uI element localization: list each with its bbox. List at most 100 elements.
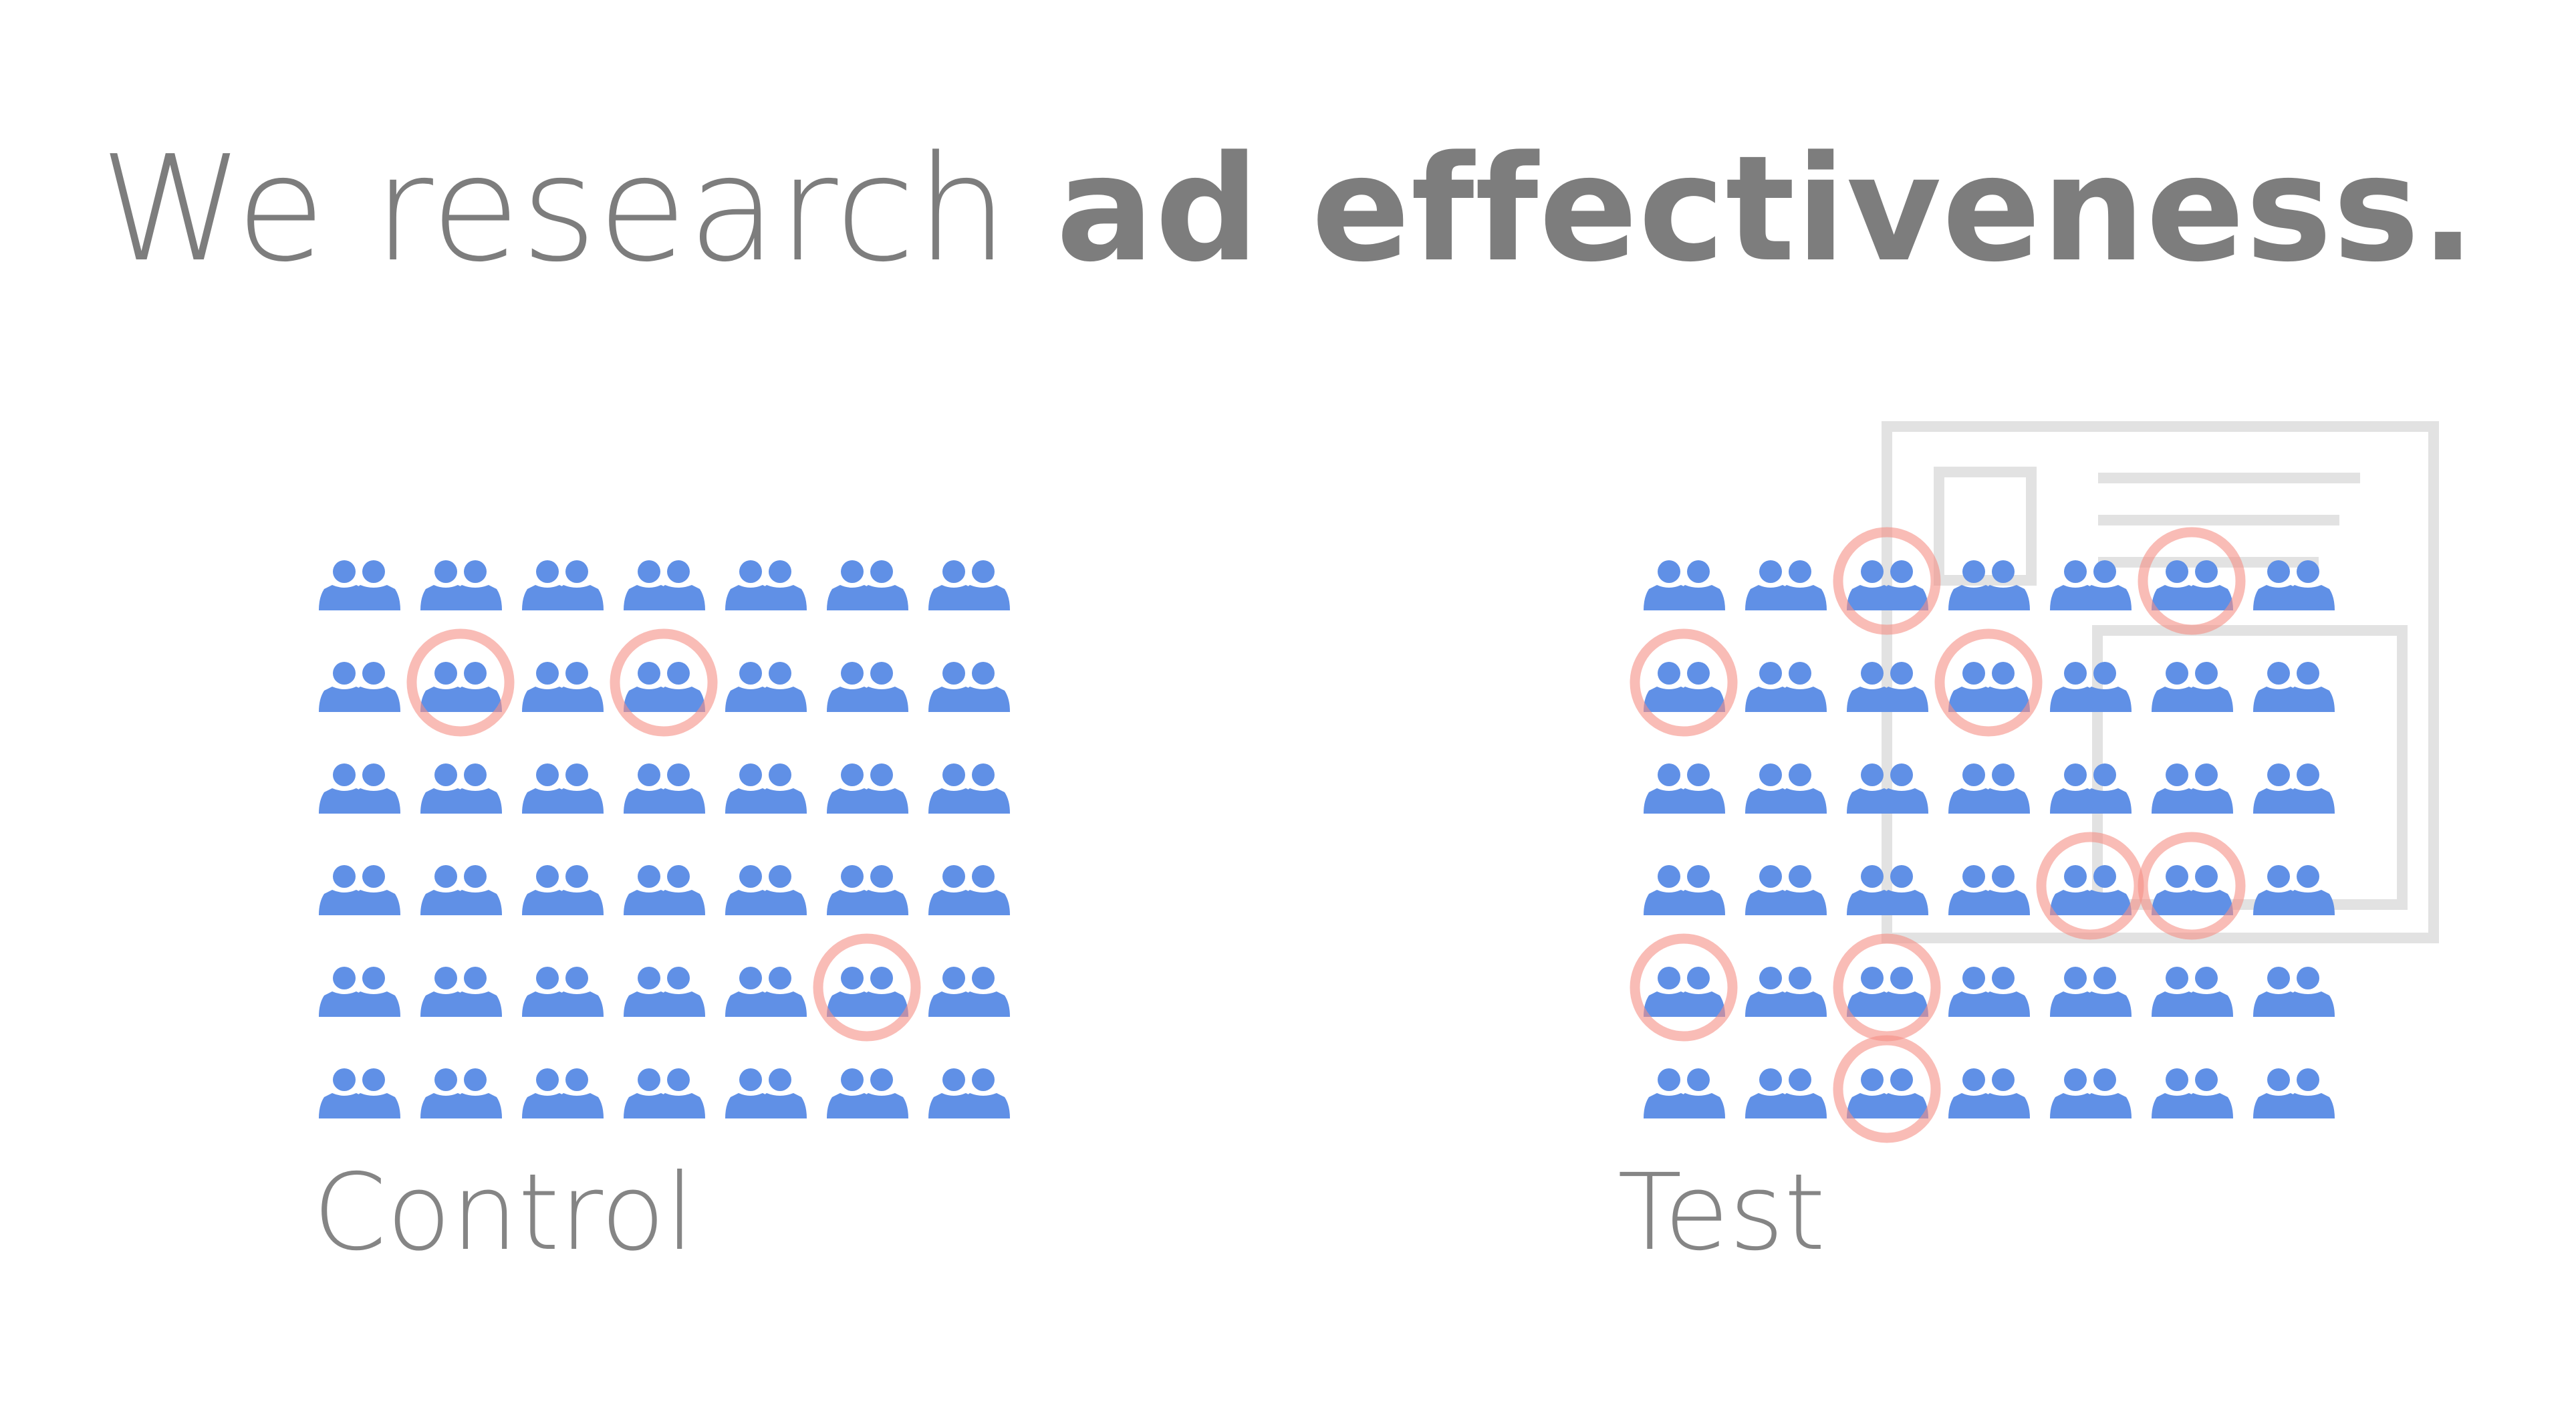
people-icon bbox=[725, 662, 807, 712]
people-icon bbox=[928, 763, 1010, 814]
people-icon bbox=[1847, 967, 1928, 1017]
people-icon bbox=[2152, 662, 2233, 712]
people-icon bbox=[2152, 763, 2233, 814]
highlight-ring bbox=[1833, 1035, 1941, 1143]
people-icon bbox=[1644, 662, 1725, 712]
people-icon bbox=[319, 1068, 400, 1118]
people-icon bbox=[827, 967, 908, 1017]
people-icon bbox=[2253, 865, 2335, 915]
people-icon bbox=[1644, 560, 1725, 610]
people-icon bbox=[420, 662, 502, 712]
people-icon bbox=[1644, 865, 1725, 915]
highlight-ring bbox=[1833, 527, 1941, 635]
highlight-ring bbox=[813, 933, 921, 1042]
people-icon bbox=[420, 865, 502, 915]
people-icon bbox=[1644, 763, 1725, 814]
people-icon bbox=[522, 763, 604, 814]
people-icon bbox=[725, 1068, 807, 1118]
people-icon bbox=[725, 763, 807, 814]
people-icon bbox=[420, 560, 502, 610]
highlight-rings bbox=[406, 527, 2246, 1143]
people-icon bbox=[420, 1068, 502, 1118]
people-icon bbox=[1745, 560, 1827, 610]
people-icon bbox=[928, 662, 1010, 712]
people-icon bbox=[827, 763, 908, 814]
people-icon bbox=[319, 967, 400, 1017]
people-icon bbox=[522, 1068, 604, 1118]
people-icon bbox=[827, 1068, 908, 1118]
people-icon bbox=[2050, 763, 2132, 814]
people-icon bbox=[1644, 967, 1725, 1017]
people-icon bbox=[420, 967, 502, 1017]
people-icon bbox=[1745, 865, 1827, 915]
people-grids bbox=[319, 560, 2335, 1118]
people-icon bbox=[928, 560, 1010, 610]
people-icon bbox=[522, 865, 604, 915]
people-icon bbox=[1745, 662, 1827, 712]
title-bold: ad effectiveness. bbox=[1055, 125, 2476, 294]
people-icon bbox=[319, 865, 400, 915]
people-icon bbox=[2050, 662, 2132, 712]
people-icon bbox=[827, 560, 908, 610]
highlight-ring bbox=[1833, 933, 1941, 1042]
people-icon bbox=[624, 763, 705, 814]
people-icon bbox=[725, 865, 807, 915]
control-people-grid bbox=[319, 560, 1010, 1118]
people-icon bbox=[928, 967, 1010, 1017]
people-icon bbox=[725, 967, 807, 1017]
people-icon bbox=[2152, 560, 2233, 610]
people-icon bbox=[319, 763, 400, 814]
people-icon bbox=[2253, 1068, 2335, 1118]
people-icon bbox=[2152, 1068, 2233, 1118]
people-icon bbox=[827, 865, 908, 915]
people-icon bbox=[2152, 865, 2233, 915]
highlight-ring bbox=[2138, 832, 2246, 940]
test-label: Test bbox=[1618, 1151, 1826, 1274]
people-icon bbox=[725, 560, 807, 610]
people-icon bbox=[2253, 662, 2335, 712]
people-icon bbox=[522, 560, 604, 610]
people-icon bbox=[2050, 1068, 2132, 1118]
people-icon bbox=[2253, 560, 2335, 610]
people-icon bbox=[928, 865, 1010, 915]
title-regular: We research bbox=[100, 125, 1056, 294]
people-icon bbox=[319, 662, 400, 712]
people-icon bbox=[1948, 763, 2030, 814]
people-icon bbox=[1948, 662, 2030, 712]
people-icon bbox=[1644, 1068, 1725, 1118]
page-title: We research ad effectiveness. bbox=[0, 137, 2576, 283]
people-icon bbox=[522, 967, 604, 1017]
people-icon bbox=[2050, 967, 2132, 1017]
people-icon bbox=[1948, 865, 2030, 915]
highlight-ring bbox=[1630, 933, 1738, 1042]
people-icon bbox=[2152, 967, 2233, 1017]
people-icon bbox=[1745, 967, 1827, 1017]
people-icon bbox=[827, 662, 908, 712]
people-icon bbox=[2253, 967, 2335, 1017]
people-icon bbox=[2050, 560, 2132, 610]
people-icon bbox=[928, 1068, 1010, 1118]
highlight-ring bbox=[1934, 628, 2043, 737]
highlight-ring bbox=[2138, 527, 2246, 635]
people-icon bbox=[1948, 1068, 2030, 1118]
people-icon bbox=[624, 865, 705, 915]
people-icon bbox=[624, 662, 705, 712]
people-icon bbox=[1745, 1068, 1827, 1118]
people-icon bbox=[319, 560, 400, 610]
people-icon bbox=[2253, 763, 2335, 814]
people-icon bbox=[1847, 1068, 1928, 1118]
control-label: Control bbox=[313, 1151, 695, 1274]
highlight-ring bbox=[1630, 628, 1738, 737]
people-icon bbox=[420, 763, 502, 814]
people-icon bbox=[624, 1068, 705, 1118]
people-icon bbox=[1745, 763, 1827, 814]
highlight-ring bbox=[2036, 832, 2144, 940]
people-icon bbox=[2050, 865, 2132, 915]
people-icon bbox=[522, 662, 604, 712]
people-icon bbox=[624, 560, 705, 610]
highlight-ring bbox=[406, 628, 515, 737]
highlight-ring bbox=[610, 628, 718, 737]
test-people-grid bbox=[1644, 560, 2335, 1118]
people-icon bbox=[624, 967, 705, 1017]
